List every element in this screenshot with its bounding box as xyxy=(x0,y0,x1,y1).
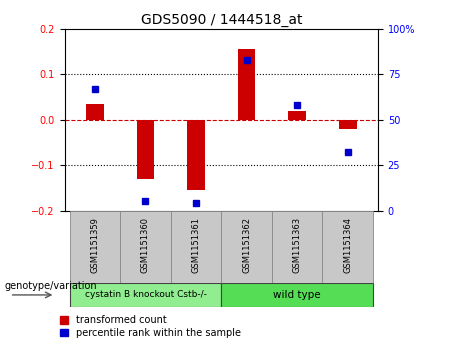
Bar xyxy=(86,104,104,120)
Bar xyxy=(136,120,154,179)
Bar xyxy=(221,211,272,283)
Bar xyxy=(238,49,255,120)
Bar xyxy=(120,211,171,283)
Bar xyxy=(272,211,322,283)
Legend: transformed count, percentile rank within the sample: transformed count, percentile rank withi… xyxy=(60,315,241,338)
Bar xyxy=(339,120,356,129)
Text: wild type: wild type xyxy=(273,290,321,300)
Bar xyxy=(322,211,373,283)
Text: GSM1151361: GSM1151361 xyxy=(191,217,201,273)
Title: GDS5090 / 1444518_at: GDS5090 / 1444518_at xyxy=(141,13,302,26)
Text: genotype/variation: genotype/variation xyxy=(5,281,97,291)
Text: GSM1151363: GSM1151363 xyxy=(293,217,301,273)
Bar xyxy=(288,111,306,120)
Bar xyxy=(221,283,373,307)
Text: cystatin B knockout Cstb-/-: cystatin B knockout Cstb-/- xyxy=(84,290,207,299)
Bar xyxy=(70,211,120,283)
Text: GSM1151364: GSM1151364 xyxy=(343,217,352,273)
Bar xyxy=(187,120,205,190)
Text: GSM1151359: GSM1151359 xyxy=(90,217,100,273)
Bar xyxy=(171,211,221,283)
Text: GSM1151360: GSM1151360 xyxy=(141,217,150,273)
Bar xyxy=(70,283,221,307)
Text: GSM1151362: GSM1151362 xyxy=(242,217,251,273)
